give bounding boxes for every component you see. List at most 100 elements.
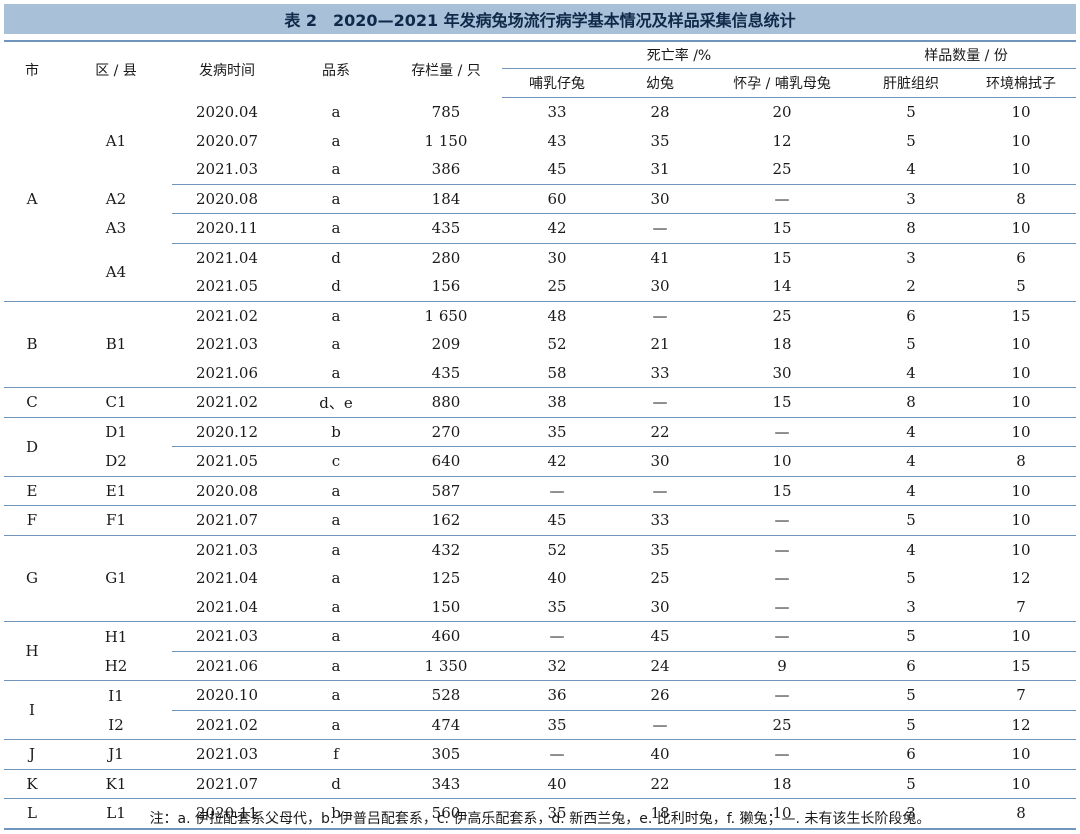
liver-sample-cell: 4 xyxy=(856,416,967,447)
liver-sample-cell: 4 xyxy=(906,160,916,179)
onset-cell: 2021.04 xyxy=(195,569,259,588)
table-row: 2021.03 a 209 52 21 18 5 10 xyxy=(4,330,1076,359)
breed-cell: a xyxy=(331,597,341,616)
header-onset: 发病时间 xyxy=(199,62,255,79)
district-cell: I1 xyxy=(60,680,172,710)
swab-sample-cell: 7 xyxy=(1016,597,1026,616)
young-mortality-cell: 41 xyxy=(612,242,708,272)
breed-cell: a xyxy=(331,103,341,121)
swab-sample-cell: 8 xyxy=(966,798,1077,830)
header-swab: 环境棉拭子 xyxy=(966,68,1077,98)
table-row: H H1 2021.03 a 460—45—5 10 xyxy=(4,621,1077,681)
table-row: F F1 2021.07 a 162 45 33—5 10 xyxy=(4,505,1077,535)
liver-sample-cell: 5 xyxy=(856,621,967,651)
header-samples: 样品数量 / 份 xyxy=(856,41,1077,69)
suckling-mortality-cell: 35 xyxy=(502,798,612,830)
swab-sample-cell: 7 xyxy=(966,680,1077,710)
young-mortality-cell: 31 xyxy=(650,160,670,179)
liver-sample-cell: 4 xyxy=(856,475,967,506)
doe-mortality-cell: 15 xyxy=(708,213,857,243)
doe-mortality-cell: 25 xyxy=(708,300,857,330)
district-cell: E1 xyxy=(60,475,172,506)
suckling-mortality-cell: 45 xyxy=(547,160,567,179)
onset-cell: 2021.02 xyxy=(172,300,282,330)
city-cell: B xyxy=(4,300,60,388)
onset-cell: 2021.03 xyxy=(195,335,259,354)
table-row: D2 2021.05 c 640 42 30 10 4 8 xyxy=(4,446,1077,476)
liver-sample-cell: 4 xyxy=(856,534,967,564)
liver-sample-cell: 5 xyxy=(856,505,967,535)
young-mortality-cell: — xyxy=(612,387,708,417)
city-cell: L xyxy=(4,798,60,830)
liver-sample-cell: 5 xyxy=(906,103,916,122)
swab-sample-cell: 10 xyxy=(966,416,1077,447)
swab-sample-cell: 12 xyxy=(966,709,1077,740)
doe-mortality-cell: — xyxy=(708,680,857,710)
district-cell: G1 xyxy=(60,534,172,622)
doe-mortality-cell: 10 xyxy=(708,446,857,476)
liver-sample-cell: 6 xyxy=(856,300,967,330)
liver-sample-cell: 3 xyxy=(856,183,967,214)
young-mortality-cell: — xyxy=(612,300,708,330)
table-row: L L1 2020.11 b 560 35 18 10 3 8 xyxy=(4,798,1077,830)
young-mortality-cell: 33 xyxy=(612,505,708,535)
stock-cell: 785 xyxy=(431,103,461,121)
onset-cell: 2021.03 xyxy=(172,621,282,651)
liver-sample-cell: 3 xyxy=(856,242,967,272)
doe-mortality-cell: 20 xyxy=(772,103,792,122)
swab-sample-cell: 10 xyxy=(1011,103,1031,122)
stock-cell: 432 xyxy=(390,534,502,564)
suckling-mortality-cell: 40 xyxy=(547,569,567,588)
table-row: D D1 2020.12 b 270 35 22—4 10 xyxy=(4,416,1077,476)
doe-mortality-cell: — xyxy=(708,739,857,769)
table-row: 2021.03 a 386 45 31 25 4 10 xyxy=(4,155,1076,184)
suckling-mortality-cell: 25 xyxy=(547,277,567,296)
swab-sample-cell: 8 xyxy=(966,183,1077,214)
district-cell: H2 xyxy=(104,656,128,675)
liver-sample-cell: 5 xyxy=(906,335,916,354)
swab-sample-cell: 10 xyxy=(1011,335,1031,354)
young-mortality-cell: 30 xyxy=(650,277,670,296)
doe-mortality-cell: — xyxy=(774,597,790,616)
breed-cell: a xyxy=(331,131,341,150)
onset-cell: 2021.05 xyxy=(172,446,282,476)
district-cell: A2 xyxy=(105,189,127,208)
breed-cell: d xyxy=(282,768,390,799)
suckling-mortality-cell: — xyxy=(502,475,612,506)
young-mortality-cell: 21 xyxy=(650,335,670,354)
table-row: 2021.04 a 150 35 30 — 3 7 xyxy=(4,593,1076,622)
swab-sample-cell: 5 xyxy=(1016,277,1026,296)
table-row: 2021.06 a 435 58 33 30 4 10 xyxy=(4,359,1076,388)
doe-mortality-cell: — xyxy=(708,183,857,214)
city-cell: C xyxy=(4,387,60,417)
breed-cell: d xyxy=(331,277,341,296)
swab-sample-cell: 6 xyxy=(966,242,1077,272)
suckling-mortality-cell: 35 xyxy=(502,709,612,740)
swab-sample-cell: 10 xyxy=(966,621,1077,651)
doe-mortality-cell: 25 xyxy=(708,709,857,740)
doe-mortality-cell: 15 xyxy=(708,387,857,417)
table-body: A A1 2020.04 a 785 33 28 20 5 10 2020.07 a 1 150 43 35… xyxy=(4,98,1077,830)
district-cell: J1 xyxy=(60,739,172,769)
suckling-mortality-cell: 42 xyxy=(502,446,612,476)
suckling-mortality-cell: 38 xyxy=(502,387,612,417)
young-mortality-cell: 22 xyxy=(612,416,708,447)
table-row: 2021.05 d 156 25 30 14 2 5 xyxy=(4,272,1076,301)
onset-cell: 2021.03 xyxy=(172,534,282,564)
table-row: B B1 2021.02 a 1 650 48—25 6 15 xyxy=(4,300,1077,388)
swab-sample-cell: 10 xyxy=(966,505,1077,535)
onset-cell: 2021.03 xyxy=(195,160,259,179)
suckling-mortality-cell: 32 xyxy=(502,650,612,681)
city-cell: K xyxy=(4,768,60,799)
header-suckling: 哺乳仔兔 xyxy=(502,68,612,98)
suckling-mortality-cell: 33 xyxy=(547,103,567,122)
breed-cell: a xyxy=(282,300,390,330)
onset-cell: 2020.11 xyxy=(172,798,282,830)
young-mortality-cell: 40 xyxy=(612,739,708,769)
header-mortality: 死亡率 /% xyxy=(502,41,857,69)
city-cell: E xyxy=(4,475,60,506)
swab-sample-cell: 10 xyxy=(1011,160,1031,179)
suckling-mortality-cell: 35 xyxy=(502,416,612,447)
table-row: A2 2020.08 a 184 60 30—3 8 xyxy=(4,183,1077,214)
onset-cell: 2020.04 xyxy=(195,103,259,121)
